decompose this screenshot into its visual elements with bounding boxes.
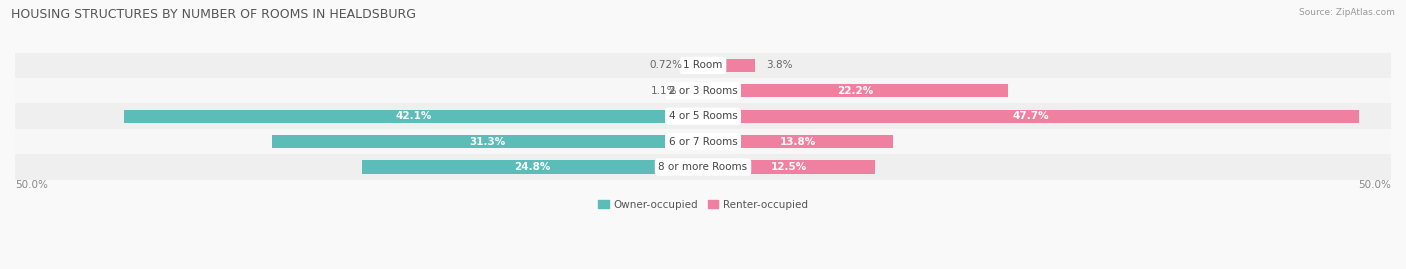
- Bar: [703, 84, 1008, 97]
- Text: 24.8%: 24.8%: [515, 162, 551, 172]
- Text: 8 or more Rooms: 8 or more Rooms: [658, 162, 748, 172]
- Bar: [15, 78, 1391, 104]
- Bar: [703, 135, 893, 148]
- Text: 22.2%: 22.2%: [838, 86, 875, 96]
- Text: 50.0%: 50.0%: [15, 180, 48, 190]
- Bar: [15, 104, 1391, 129]
- Text: 1 Room: 1 Room: [683, 60, 723, 70]
- Text: 42.1%: 42.1%: [395, 111, 432, 121]
- Text: 13.8%: 13.8%: [780, 137, 815, 147]
- Bar: [693, 59, 703, 72]
- Legend: Owner-occupied, Renter-occupied: Owner-occupied, Renter-occupied: [599, 200, 807, 210]
- Text: 3.8%: 3.8%: [766, 60, 793, 70]
- Text: 2 or 3 Rooms: 2 or 3 Rooms: [669, 86, 737, 96]
- Text: 50.0%: 50.0%: [1358, 180, 1391, 190]
- Text: HOUSING STRUCTURES BY NUMBER OF ROOMS IN HEALDSBURG: HOUSING STRUCTURES BY NUMBER OF ROOMS IN…: [11, 8, 416, 21]
- Bar: [15, 129, 1391, 154]
- Bar: [273, 135, 703, 148]
- Bar: [688, 84, 703, 97]
- Text: 6 or 7 Rooms: 6 or 7 Rooms: [669, 137, 737, 147]
- Text: 1.1%: 1.1%: [651, 86, 676, 96]
- Bar: [703, 160, 875, 174]
- Text: 0.72%: 0.72%: [650, 60, 682, 70]
- Bar: [15, 53, 1391, 78]
- Bar: [124, 109, 703, 123]
- Bar: [361, 160, 703, 174]
- Bar: [703, 59, 755, 72]
- Bar: [703, 109, 1360, 123]
- Text: Source: ZipAtlas.com: Source: ZipAtlas.com: [1299, 8, 1395, 17]
- Text: 4 or 5 Rooms: 4 or 5 Rooms: [669, 111, 737, 121]
- Text: 31.3%: 31.3%: [470, 137, 506, 147]
- Text: 12.5%: 12.5%: [770, 162, 807, 172]
- Text: 47.7%: 47.7%: [1012, 111, 1049, 121]
- Bar: [15, 154, 1391, 180]
